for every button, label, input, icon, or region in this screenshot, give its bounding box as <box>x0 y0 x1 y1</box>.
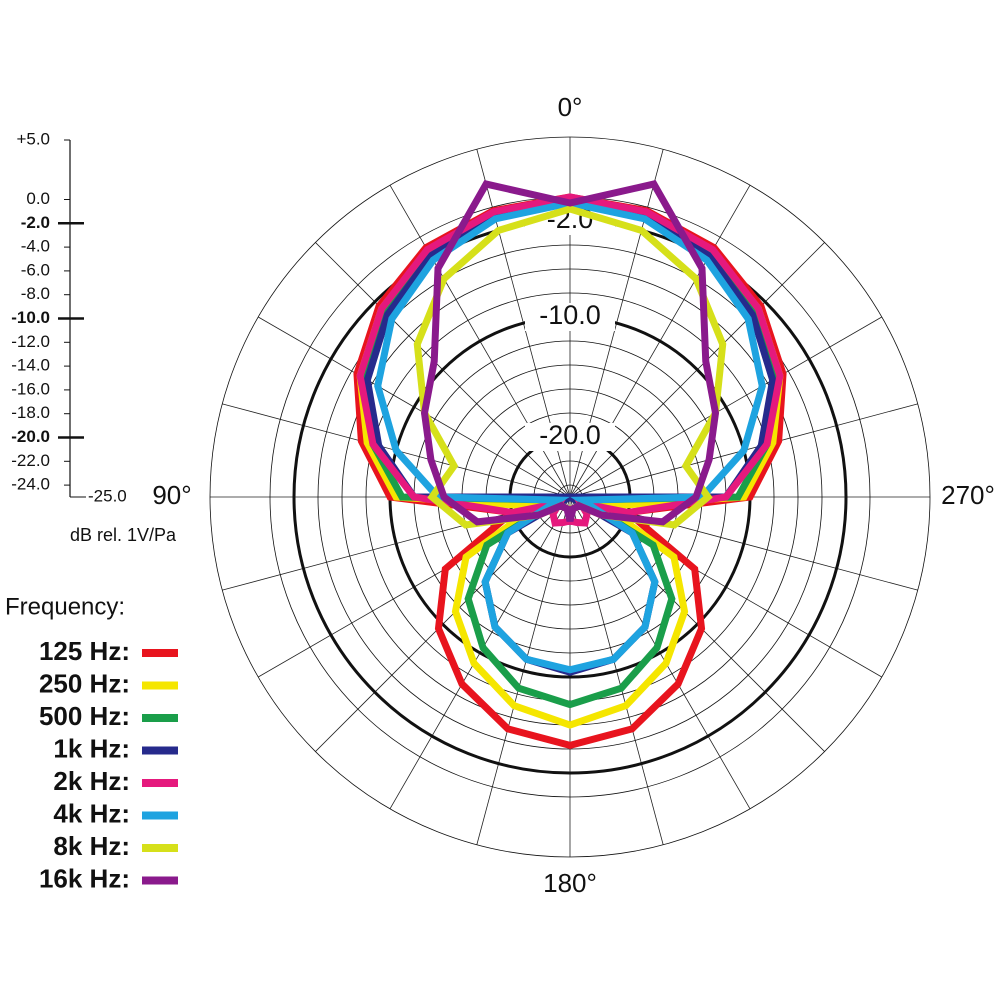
legend-label: 1k Hz: <box>53 733 130 763</box>
r-tick-label: -16.0 <box>11 379 50 398</box>
r-tick-label: -20.0 <box>11 427 50 446</box>
legend-label: 500 Hz: <box>39 701 130 731</box>
r-tick-label: -24.0 <box>11 475 50 494</box>
r-tick-label: -10.0 <box>11 308 50 327</box>
legend-label: 4k Hz: <box>53 798 130 828</box>
series-line <box>353 193 787 750</box>
r-tick-label: -14.0 <box>11 356 50 375</box>
angle-label: 90° <box>152 480 191 510</box>
r-tick-label: -2.0 <box>21 213 50 232</box>
series-line <box>374 199 766 674</box>
legend-title: Frequency: <box>5 593 125 620</box>
series-line <box>360 199 780 709</box>
grid-ring <box>209 136 931 858</box>
ring-label: -20.0 <box>539 420 601 450</box>
r-tick-label: 0.0 <box>26 189 50 208</box>
series-line <box>420 180 720 526</box>
ring-label: -10.0 <box>539 300 601 330</box>
legend-label: 250 Hz: <box>39 668 130 698</box>
ring-label-bg <box>525 303 615 331</box>
ring-label-bg <box>525 423 615 451</box>
legend-label: 8k Hz: <box>53 831 130 861</box>
r-tick-label: -4.0 <box>21 237 50 256</box>
legend-label: 16k Hz: <box>39 863 130 893</box>
r-tick-label: -22.0 <box>11 451 50 470</box>
legend-label: 125 Hz: <box>39 636 130 666</box>
legend-label: 2k Hz: <box>53 766 130 796</box>
r-tick-label: -12.0 <box>11 332 50 351</box>
angle-label: 180° <box>543 868 597 898</box>
angle-label: 270° <box>941 480 995 510</box>
angle-label: 0° <box>558 92 583 122</box>
r-tick-label: +5.0 <box>16 129 50 148</box>
r-tick-label: -8.0 <box>21 284 50 303</box>
r-tick-label: -18.0 <box>11 403 50 422</box>
r-tick-label: -25.0 <box>88 486 127 505</box>
r-tick-label: -6.0 <box>21 260 50 279</box>
r-axis-label: dB rel. 1V/Pa <box>70 525 177 545</box>
